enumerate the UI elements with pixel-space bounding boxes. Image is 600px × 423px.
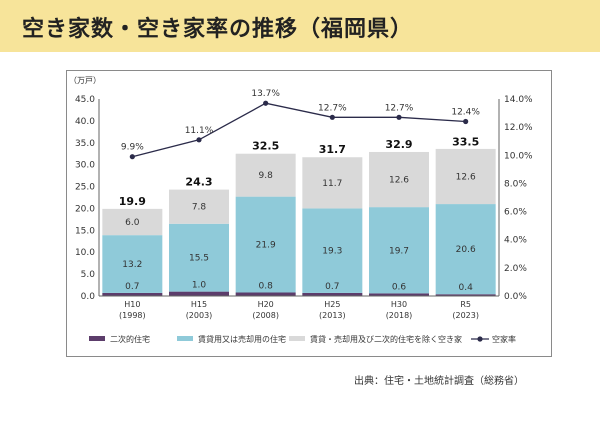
y2-tick-label: 2.0% xyxy=(504,264,527,274)
data-label-other: 6.0 xyxy=(125,218,140,228)
data-label-secondary: 0.7 xyxy=(125,282,139,292)
data-label-total: 33.5 xyxy=(452,135,479,148)
x-tick-label: (2003) xyxy=(186,311,213,320)
data-label-secondary: 1.0 xyxy=(192,281,207,291)
rate-label: 12.4% xyxy=(451,108,480,118)
rate-point xyxy=(263,100,269,106)
legend-label: 賃貸・売却用及び二次的住宅を除く空き家 xyxy=(310,334,462,344)
bar-segment xyxy=(169,291,229,296)
bar-segment xyxy=(435,204,496,295)
data-label-total: 31.7 xyxy=(319,143,346,156)
y2-tick-label: 6.0% xyxy=(504,208,527,218)
rate-label: 12.7% xyxy=(318,103,347,113)
chart-frame: （万戸） 0.0 5.0 10.0 15.0 20.0 25.0 30.0 35.0 40.0 45… xyxy=(66,70,552,357)
title-bar: 空き家数・空き家率の推移（福岡県） xyxy=(0,0,600,52)
legend-swatch xyxy=(177,336,193,341)
rate-point xyxy=(463,118,469,125)
y-tick-label: 5.0 xyxy=(81,270,96,280)
data-label-total: 19.9 xyxy=(119,195,146,208)
bar-segment xyxy=(435,148,496,205)
bar-segment xyxy=(235,153,296,197)
x-tick-label: (2023) xyxy=(452,311,479,320)
y-tick-label: 25.0 xyxy=(75,183,95,193)
rate-line xyxy=(132,102,466,158)
data-label-other: 7.8 xyxy=(192,203,207,213)
data-label-total: 32.5 xyxy=(252,140,279,153)
x-tick-label: H20 xyxy=(258,300,274,309)
legend-swatch xyxy=(89,336,105,341)
y-tick-label: 20.0 xyxy=(75,204,95,214)
data-label-other: 12.6 xyxy=(389,176,409,186)
y2-tick-label: 10.0% xyxy=(504,151,533,161)
data-label-other: 11.7 xyxy=(322,179,342,189)
legend-label: 賃貸用又は売却用の住宅 xyxy=(198,334,286,344)
data-label-rental: 15.5 xyxy=(189,254,209,264)
rate-label: 11.1% xyxy=(185,126,214,136)
x-tick-label: H30 xyxy=(391,300,407,309)
rate-label: 13.7% xyxy=(251,89,280,99)
data-label-rental: 19.7 xyxy=(389,246,409,256)
bar-segment xyxy=(369,151,429,208)
bar-segment xyxy=(302,208,363,293)
y-tick-label: 40.0 xyxy=(75,117,95,127)
data-label-secondary: 0.4 xyxy=(459,283,474,293)
bar-segment xyxy=(302,292,363,296)
rate-point xyxy=(329,114,335,120)
rate-label: 12.7% xyxy=(385,103,414,113)
y2-tick-label: 12.0% xyxy=(504,123,533,133)
bar-segment xyxy=(169,223,229,292)
unit-label: （万戸） xyxy=(69,76,101,85)
legend-label: 空家率 xyxy=(492,334,516,344)
x-tick-label: R5 xyxy=(460,300,471,309)
y-tick-label: 30.0 xyxy=(75,161,95,171)
legend-label: 二次的住宅 xyxy=(110,334,150,344)
page-title: 空き家数・空き家率の推移（福岡県） xyxy=(22,17,414,42)
x-tick-label: H10 xyxy=(124,300,140,309)
x-tick-label: (2008) xyxy=(252,311,279,320)
bar-segment xyxy=(235,196,296,293)
data-label-rental: 20.6 xyxy=(456,245,476,255)
bar-segment xyxy=(102,235,163,293)
legend-swatch xyxy=(477,336,483,342)
y2-tick-label: 4.0% xyxy=(504,236,527,246)
data-label-rental: 21.9 xyxy=(256,241,276,251)
data-label-total: 24.3 xyxy=(185,176,212,189)
y-tick-label: 0.0 xyxy=(81,292,96,302)
bar-segment xyxy=(169,189,229,224)
data-label-secondary: 0.7 xyxy=(325,282,339,292)
data-label-rental: 13.2 xyxy=(122,260,142,270)
data-label-rental: 19.3 xyxy=(322,247,342,257)
y-tick-label: 35.0 xyxy=(75,139,95,149)
bar-segment xyxy=(369,293,429,296)
data-label-other: 9.8 xyxy=(259,171,274,181)
x-tick-label: H25 xyxy=(324,300,340,309)
rate-point xyxy=(396,114,402,120)
data-label-secondary: 0.6 xyxy=(392,282,407,292)
rate-label: 9.9% xyxy=(121,143,144,153)
bar-segment xyxy=(435,294,496,296)
y-tick-label: 10.0 xyxy=(75,248,95,258)
data-label-other: 12.6 xyxy=(456,172,476,182)
stacked-bar-line-chart: （万戸） 0.0 5.0 10.0 15.0 20.0 25.0 30.0 35.0 40.0 45… xyxy=(69,76,533,344)
x-tick-label: (2013) xyxy=(319,311,346,320)
x-tick-label: (1998) xyxy=(119,311,146,320)
bar-segment xyxy=(102,208,163,236)
data-label-total: 32.9 xyxy=(385,138,412,151)
rate-point xyxy=(129,154,135,160)
bar-segment xyxy=(235,292,296,296)
bar-segment xyxy=(302,157,363,209)
rate-point xyxy=(196,137,202,143)
y2-tick-label: 14.0% xyxy=(504,95,533,105)
y2-tick-label: 8.0% xyxy=(504,179,527,189)
bar-segment xyxy=(369,207,429,294)
y-tick-label: 15.0 xyxy=(75,226,95,236)
data-label-secondary: 0.8 xyxy=(259,281,274,291)
bar-segment xyxy=(102,292,163,296)
source-note: 出典：住宅・土地統計調査（総務省） xyxy=(354,376,524,387)
legend-swatch xyxy=(289,336,305,341)
x-tick-label: H15 xyxy=(191,300,207,309)
x-tick-label: (2018) xyxy=(386,311,413,320)
y2-tick-label: 0.0% xyxy=(504,292,527,302)
y-tick-label: 45.0 xyxy=(75,95,95,105)
